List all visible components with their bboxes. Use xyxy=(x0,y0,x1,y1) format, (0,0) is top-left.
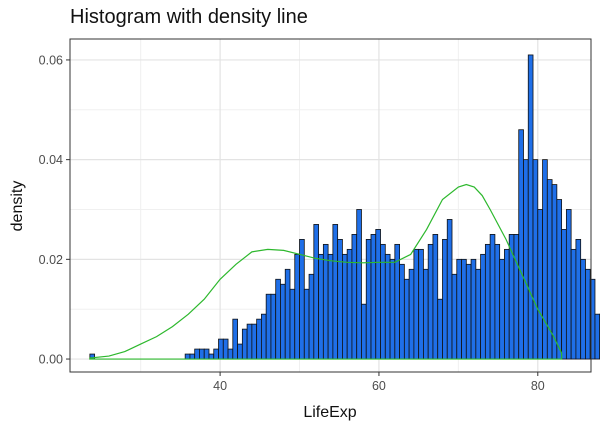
y-tick-label: 0.00 xyxy=(39,353,63,367)
histogram-bar xyxy=(489,234,496,360)
histogram-bar xyxy=(575,238,582,360)
histogram-bar xyxy=(275,278,281,360)
y-tick-label: 0.06 xyxy=(39,53,63,67)
histogram-bar xyxy=(389,258,396,360)
x-tick-label: 80 xyxy=(531,379,545,393)
histogram-bar xyxy=(551,184,558,360)
histogram-bar xyxy=(427,243,434,360)
histogram-bar xyxy=(518,129,524,360)
x-axis-title: LifeExp xyxy=(303,404,356,421)
histogram-bar xyxy=(265,293,272,360)
x-tick-label: 60 xyxy=(372,379,386,393)
histogram-bar xyxy=(561,229,567,360)
histogram-bar xyxy=(256,318,262,360)
histogram-bar xyxy=(280,283,286,360)
histogram-bar xyxy=(346,248,353,360)
histogram-bar xyxy=(289,288,296,360)
histogram-bar xyxy=(322,243,329,360)
histogram-bar xyxy=(527,54,534,360)
histogram-bar xyxy=(451,273,458,360)
panel-border xyxy=(69,38,592,373)
histogram-bar xyxy=(418,248,424,360)
chart-title: Histogram with density line xyxy=(70,6,308,28)
histogram-bar xyxy=(237,343,243,360)
x-axis: 40 60 80 xyxy=(213,372,545,393)
histogram-bar xyxy=(446,219,453,360)
histogram-bar xyxy=(184,353,191,360)
histogram-bar xyxy=(565,209,572,360)
histogram-bar xyxy=(384,253,391,360)
histogram-bar xyxy=(423,268,429,360)
histogram-bar xyxy=(189,353,196,360)
histogram-bar xyxy=(594,313,600,360)
histogram-bar xyxy=(361,303,367,360)
histogram-bar xyxy=(284,268,291,360)
histogram-bar xyxy=(218,338,224,360)
histogram-bar xyxy=(375,229,381,360)
histogram-bar xyxy=(556,199,563,360)
x-tick-label: 40 xyxy=(213,379,227,393)
histogram-bar xyxy=(403,278,410,360)
histogram-bar xyxy=(508,234,515,360)
histogram-bar xyxy=(199,348,205,360)
histogram-bar xyxy=(580,258,586,360)
histogram-bar xyxy=(213,348,219,360)
histogram-bar xyxy=(356,209,362,360)
histogram-bar xyxy=(470,258,477,360)
histogram-bar xyxy=(465,263,472,360)
histogram-bar xyxy=(294,253,300,360)
histogram-bar xyxy=(532,159,539,360)
histogram-bar xyxy=(537,209,543,360)
histogram-bar xyxy=(499,258,505,360)
histogram-bar xyxy=(318,253,324,360)
histogram-bar xyxy=(203,348,210,360)
histogram-bar xyxy=(351,234,358,360)
histogram-bar xyxy=(437,298,443,360)
histogram-bar xyxy=(585,268,591,360)
histogram-bar xyxy=(484,243,491,360)
histogram-bar xyxy=(442,238,448,360)
histogram-bar xyxy=(542,159,548,360)
y-tick-label: 0.02 xyxy=(39,253,63,267)
histogram-bar xyxy=(365,238,372,360)
histogram-bar xyxy=(504,248,510,360)
histogram-bar xyxy=(241,328,248,360)
histogram-bar xyxy=(408,268,415,360)
histogram-bar xyxy=(380,243,386,360)
histogram-bar xyxy=(308,273,315,360)
histogram-bar xyxy=(232,318,238,360)
density-line xyxy=(89,183,563,360)
histogram-bar xyxy=(270,293,277,360)
histogram-bar xyxy=(461,258,467,360)
y-tick-label: 0.04 xyxy=(39,153,63,167)
y-axis: 0.00 0.02 0.04 0.06 xyxy=(39,53,70,367)
histogram-bar xyxy=(413,248,420,360)
histogram-bar xyxy=(523,159,529,360)
histogram-bar xyxy=(303,288,310,360)
histogram-bar xyxy=(399,263,405,360)
histogram-bar xyxy=(327,253,334,360)
histogram-bar xyxy=(246,323,253,360)
histogram-bar xyxy=(208,353,215,360)
histogram-bar xyxy=(456,258,462,360)
histogram-bar xyxy=(432,234,439,360)
histogram-bar xyxy=(513,234,520,360)
histogram-bar xyxy=(332,224,339,360)
histogram-bar xyxy=(480,253,486,360)
histogram-bar xyxy=(299,238,305,360)
histogram-bar xyxy=(222,338,229,360)
histogram-bar xyxy=(227,348,234,360)
histogram-bar xyxy=(313,224,319,360)
histogram-bar xyxy=(194,348,200,360)
histogram-bar xyxy=(251,323,258,360)
histogram-bar xyxy=(370,234,377,360)
histogram-bar xyxy=(261,313,267,360)
histogram-bar xyxy=(475,268,482,360)
histogram-bar xyxy=(342,253,348,360)
histogram-bar xyxy=(337,238,343,360)
histogram-bar xyxy=(570,248,577,360)
histogram-bar xyxy=(494,243,501,360)
y-axis-title: density xyxy=(9,181,26,232)
